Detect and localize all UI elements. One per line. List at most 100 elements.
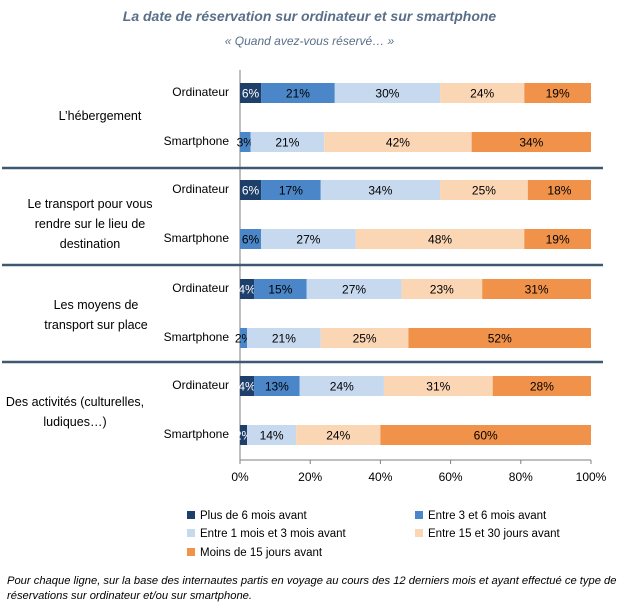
row-label: Ordinateur: [172, 378, 229, 392]
bar-segment: [240, 83, 262, 103]
x-tick-label: 80%: [509, 470, 533, 484]
bar-data-label: 6%: [242, 87, 260, 101]
bar-segment: [254, 376, 300, 396]
bar-data-label: 60%: [474, 429, 498, 443]
legend-swatch: [415, 529, 423, 537]
bar-segment: [240, 229, 262, 249]
bar-data-label: 30%: [375, 87, 399, 101]
bar-segment: [240, 328, 248, 348]
legend-item: Entre 1 mois et 3 mois avant: [187, 528, 346, 540]
bar-segment: [306, 279, 402, 299]
bar-data-label: 6%: [242, 184, 260, 198]
bar-data-label: 34%: [368, 184, 392, 198]
x-tick-label: 100%: [576, 470, 607, 484]
bar-segment: [471, 132, 591, 152]
bar-data-label: 28%: [530, 380, 554, 394]
legend-label: Entre 15 et 30 jours avant: [428, 528, 560, 540]
bar-segment: [380, 425, 591, 445]
group-label: Les moyens de transport sur place: [44, 298, 148, 332]
group-label: Le transport pour vous rendre sur le lie…: [27, 197, 153, 251]
legend-swatch: [187, 511, 195, 519]
legend-item: Plus de 6 mois avant: [187, 510, 307, 522]
bar-segment: [524, 83, 591, 103]
bar-segment: [240, 279, 255, 299]
bar-segment: [320, 328, 409, 348]
bar-data-label: 19%: [546, 87, 570, 101]
bar-data-label: 6%: [242, 233, 260, 247]
bar-segment: [261, 180, 321, 200]
legend-label: Entre 1 mois et 3 mois avant: [200, 528, 346, 540]
row-label: Smartphone: [163, 231, 229, 245]
bar-data-label: 48%: [428, 233, 452, 247]
bar-data-label: 27%: [296, 233, 320, 247]
bar-segment: [524, 229, 591, 249]
bar-data-label: 4%: [238, 380, 256, 394]
bar-segment: [240, 376, 255, 396]
legend-swatch: [415, 511, 423, 519]
bar-data-label: 27%: [342, 283, 366, 297]
bar-segment: [482, 279, 591, 299]
bar-segment: [440, 83, 525, 103]
bar-segment: [247, 425, 297, 445]
bar-data-label: 52%: [488, 332, 512, 346]
row-label: Smartphone: [163, 134, 229, 148]
bar-segment: [240, 425, 248, 445]
bar-data-label: 4%: [238, 283, 256, 297]
x-tick-label: 0%: [231, 470, 249, 484]
bar-segment: [401, 279, 483, 299]
bar-segment: [299, 376, 384, 396]
row-label: Ordinateur: [172, 85, 229, 99]
bar-data-label: 13%: [265, 380, 289, 394]
bar-segment: [240, 180, 262, 200]
bar-data-label: 18%: [547, 184, 571, 198]
legend-item: Entre 3 et 6 mois avant: [415, 510, 546, 522]
bar-data-label: 3%: [237, 136, 255, 150]
bar-segment: [247, 328, 321, 348]
x-tick-label: 20%: [298, 470, 322, 484]
bar-data-label: 25%: [472, 184, 496, 198]
bar-data-label: 19%: [546, 233, 570, 247]
bar-data-label: 21%: [286, 87, 310, 101]
bar-data-label: 17%: [279, 184, 303, 198]
bar-data-label: 15%: [268, 283, 292, 297]
chart-title: La date de réservation sur ordinateur et…: [122, 8, 497, 24]
bar-data-label: 23%: [430, 283, 454, 297]
bar-data-label: 24%: [326, 429, 350, 443]
bar-segment: [250, 132, 325, 152]
legend-item: Moins de 15 jours avant: [187, 547, 322, 559]
row-label: Ordinateur: [172, 182, 229, 196]
group-label: Des activités (culturelles, ludiques…): [5, 395, 145, 429]
stacked-bar-chart: 0% 20% 40% 60% 80% 100% 6% 21% 30% 24% 19% 3% 21% 42%…: [2, 70, 607, 484]
bar-data-label: 24%: [330, 380, 354, 394]
legend-label: Plus de 6 mois avant: [200, 510, 307, 522]
x-tick-label: 40%: [368, 470, 392, 484]
bar-segment: [440, 180, 528, 200]
bar-segment: [261, 229, 356, 249]
row-label: Smartphone: [163, 330, 229, 344]
bar-data-label: 25%: [353, 332, 377, 346]
bar-segment: [296, 425, 381, 445]
row-label: Smartphone: [163, 427, 229, 441]
bar-data-label: 21%: [275, 136, 299, 150]
legend-item: Entre 15 et 30 jours avant: [415, 528, 560, 540]
row-label: Ordinateur: [172, 281, 229, 295]
footnote: Pour chaque ligne, sur la base des inter…: [7, 575, 617, 602]
bar-data-label: 31%: [525, 283, 549, 297]
group-label: L’hébergement: [58, 109, 142, 123]
legend-label: Moins de 15 jours avant: [200, 547, 323, 559]
legend-swatch: [187, 529, 195, 537]
bar-segment: [334, 83, 441, 103]
bar-data-label: 34%: [519, 136, 543, 150]
bar-segment: [240, 132, 251, 152]
bar-segment: [527, 180, 591, 200]
bar-segment: [355, 229, 525, 249]
bar-data-label: 21%: [272, 332, 296, 346]
bar-segment: [492, 376, 591, 396]
legend-label: Entre 3 et 6 mois avant: [428, 510, 547, 522]
bar-data-label: 42%: [386, 136, 410, 150]
x-tick-label: 60%: [439, 470, 463, 484]
bar-data-label: 14%: [260, 429, 284, 443]
legend-swatch: [187, 548, 195, 556]
bar-segment: [383, 376, 493, 396]
bar-data-label: 24%: [470, 87, 494, 101]
